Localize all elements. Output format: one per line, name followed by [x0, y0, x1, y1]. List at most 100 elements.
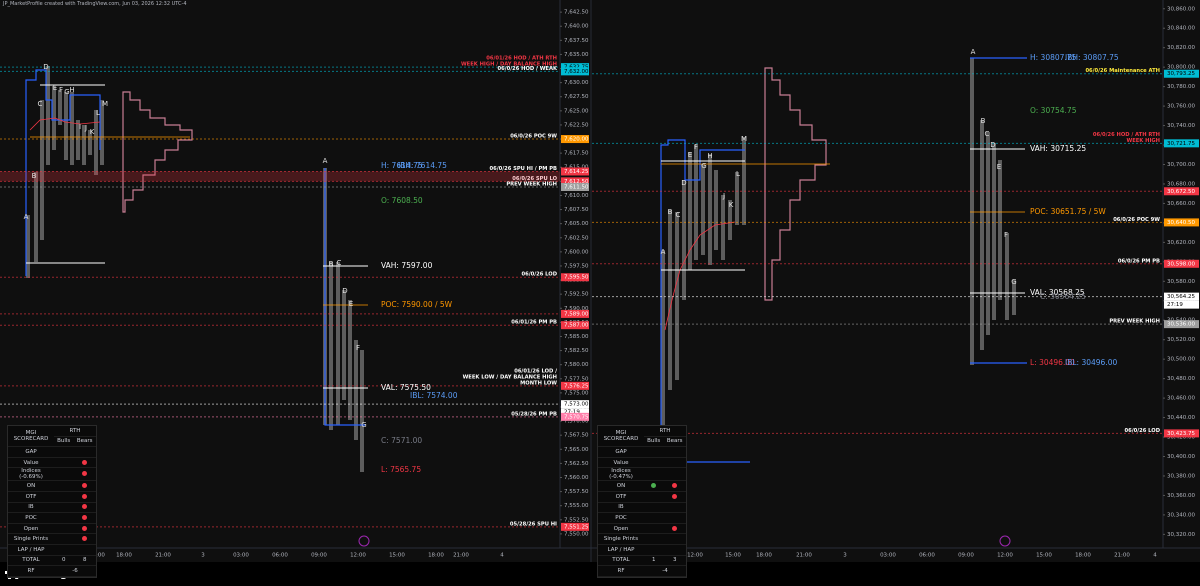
scorecard: MGI SCORECARD RTH Bulls Bears GAP Value Indice…: [7, 425, 97, 578]
left-panel: [0, 0, 590, 562]
signal-label: Indices (-0.47%): [598, 467, 644, 482]
tpo-letter: D: [43, 63, 48, 71]
price-tick-label: 7,567.50: [564, 433, 589, 439]
signal-cell: [663, 446, 686, 458]
column-header: Bears: [663, 436, 686, 448]
tpo-letter: F: [59, 86, 63, 94]
price-level-value: 7,576.25: [564, 383, 589, 389]
signal-cell: [54, 457, 74, 469]
profile-label: H: 7614.75: [381, 161, 423, 170]
signal-label: POC: [598, 512, 644, 524]
time-tick-label: 3: [843, 553, 847, 559]
tpo-column: [88, 130, 92, 155]
scorecard-table: MGI SCORECARD RTH Bulls Bears GAP Value Indice…: [598, 426, 686, 577]
signal-cell: [73, 544, 96, 556]
price-tick-label: 7,585.00: [564, 334, 589, 340]
level-label: 06/0/26 POC 9W: [510, 134, 557, 140]
price-level-value: 7,573.00: [564, 402, 589, 408]
price-tick-label: 7,600.00: [564, 249, 589, 255]
tpo-column: [980, 120, 984, 350]
vwap-line: [29, 117, 101, 131]
price-level-box: [1164, 69, 1199, 78]
tpo-letter: E: [997, 163, 1001, 171]
price-level-value: 30,598.00: [1167, 261, 1195, 267]
price-tick-label: 7,622.50: [564, 122, 589, 128]
tpo-column: [668, 210, 672, 390]
signal-dot: [82, 514, 88, 520]
time-tick-label: 4: [1153, 553, 1157, 559]
time-tick-label: 4: [500, 553, 504, 559]
price-level-box: [561, 309, 589, 318]
price-tick-label: 7,607.50: [564, 207, 589, 213]
price-tick-label: 7,565.00: [564, 447, 589, 453]
tpo-letter: F: [356, 344, 360, 352]
tpo-column: [701, 164, 705, 255]
tpo-letter: B: [981, 117, 986, 125]
time-tick-label: 06:00: [272, 553, 288, 559]
price-level-value: 7,611.50: [564, 184, 589, 190]
price-tick-label: 30,340.00: [1167, 512, 1195, 518]
price-tick-label: 30,840.00: [1167, 26, 1195, 32]
signal-label: Open: [8, 523, 54, 535]
column-header: Bears: [73, 436, 96, 448]
signal-dot: [82, 471, 88, 477]
tpo-letter: D: [990, 141, 995, 149]
tpo-letter: B: [668, 208, 673, 216]
tpo-column: [675, 212, 679, 380]
signal-cell: [73, 467, 96, 482]
level-label: MONTH LOW: [520, 380, 557, 386]
price-tick-label: 7,575.00: [564, 390, 589, 396]
level-label: 06/01/26 HOD / ATH RTH: [486, 56, 557, 62]
profile-label: IBH: 7614.75: [398, 161, 447, 170]
time-tick-label: 21:00: [796, 553, 812, 559]
signal-dot: [672, 493, 678, 499]
price-tick-label: 7,555.00: [564, 503, 589, 509]
tpo-column: [354, 340, 358, 440]
profile-label: L: 30496.00: [1030, 358, 1075, 367]
tpo-letter: F: [694, 143, 698, 151]
tpo-letter: C: [676, 211, 681, 219]
tpo-column: [40, 100, 44, 240]
price-tick-label: 7,610.00: [564, 193, 589, 199]
tpo-column: [1005, 233, 1009, 320]
price-level-box: [1164, 429, 1199, 438]
signal-dot: [82, 504, 88, 510]
signal-dot: [651, 483, 657, 489]
tpo-letter: I: [79, 123, 81, 131]
price-tick-label: 7,560.00: [564, 475, 589, 481]
price-tick-label: 30,320.00: [1167, 532, 1195, 538]
price-tick-label: 30,400.00: [1167, 454, 1195, 460]
signal-label: Open: [598, 523, 644, 535]
tpo-letter: M: [741, 135, 747, 143]
signal-label: ON: [598, 480, 644, 492]
signal-cell: [663, 457, 686, 469]
level-label: 06/0/26 HOD / ATH RTH: [1093, 132, 1160, 138]
price-tick-label: 7,557.50: [564, 489, 589, 495]
scorecard-title: MGI SCORECARD: [8, 426, 54, 448]
profile-label: H: 30807.75: [1030, 53, 1077, 62]
profile-label: C: 7571.00: [381, 436, 422, 445]
price-tick-label: 30,420.00: [1167, 435, 1195, 441]
profile-label: POC: 7590.00 / 5W: [381, 300, 453, 309]
rf-label: RF: [598, 565, 644, 577]
rf-value: -4: [644, 565, 686, 577]
time-tick-label: 21:00: [1114, 553, 1130, 559]
tpo-letter: C: [985, 130, 990, 138]
tpo-letter: E: [53, 84, 57, 92]
level-label: WEEK HIGH / DAY BALANCE HIGH: [461, 62, 557, 68]
tpo-column: [986, 132, 990, 335]
signal-cell: [54, 523, 74, 535]
price-tick-label: 7,625.00: [564, 108, 589, 114]
price-level-value: 7,587.00: [564, 323, 589, 329]
tpo-letter: A: [24, 213, 29, 221]
signal-cell: [73, 457, 96, 469]
level-label: 06/0/26 Maintenance ATH: [1085, 68, 1160, 74]
signal-dot: [672, 525, 678, 531]
tpo-column: [76, 120, 80, 160]
signal-label: IB: [8, 502, 54, 514]
price-level-value: 7,614.25: [564, 169, 589, 175]
price-tick-label: 7,550.00: [564, 531, 589, 537]
price-tick-label: 7,552.50: [564, 517, 589, 523]
signal-cell: [54, 491, 74, 503]
